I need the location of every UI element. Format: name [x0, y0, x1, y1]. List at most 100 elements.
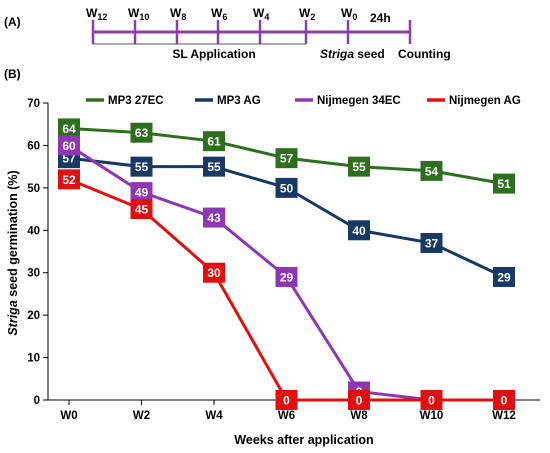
timeline-week-label: W0 [341, 6, 357, 22]
data-point-label: 0 [501, 394, 508, 408]
week-base: W [128, 6, 140, 20]
y-tick-label: 40 [27, 225, 40, 237]
week-sub: 8 [181, 12, 186, 22]
data-point-marker [420, 160, 443, 181]
data-point-label: 37 [425, 237, 439, 251]
data-point-label: 55 [207, 160, 221, 174]
legend-label: MP3 27EC [108, 95, 164, 107]
data-point-marker [493, 173, 515, 194]
data-point-label: 51 [497, 177, 511, 191]
sl-application-label: SL Application [172, 47, 255, 61]
week-sub: 12 [97, 12, 107, 22]
week-sub: 4 [264, 12, 269, 22]
data-point-marker [130, 182, 153, 203]
data-point-label: 55 [352, 160, 366, 174]
data-point-marker [348, 390, 370, 410]
series-group: 60494329200 [58, 135, 515, 410]
data-point-marker [348, 220, 370, 241]
x-tick-label: W0 [60, 410, 77, 422]
data-point-marker [348, 156, 370, 177]
y-tick-label: 50 [27, 183, 40, 195]
data-point-marker [420, 390, 443, 410]
data-point-label: 61 [207, 135, 221, 149]
week-base: W [253, 6, 265, 20]
week-sub: 2 [310, 12, 315, 22]
data-point-label: 45 [135, 203, 149, 217]
data-point-label: 57 [280, 152, 294, 166]
data-point-marker [275, 177, 298, 198]
y-axis-title: Striga seed germination (%) [6, 170, 20, 335]
week-sub: 10 [139, 12, 149, 22]
y-tick-label: 20 [27, 310, 40, 322]
data-point-label: 29 [280, 270, 294, 284]
week-base: W [170, 6, 182, 20]
x-tick-label: W10 [420, 410, 444, 422]
x-tick-label: W2 [133, 410, 150, 422]
data-point-marker [130, 199, 153, 220]
week-base: W [86, 6, 98, 20]
data-point-marker [275, 148, 298, 169]
data-point-label: 55 [135, 160, 149, 174]
striga-seed-label: Striga seed [320, 47, 385, 61]
week-sub: 0 [352, 12, 357, 22]
chart-legend: MP3 27EC MP3 AG Nijmegen 34EC Nijmegen AG [86, 95, 521, 107]
week-base: W [341, 6, 353, 20]
x-tick-label: W8 [350, 410, 368, 422]
week-base: W [299, 6, 311, 20]
striga-seed-rest: seed [354, 47, 385, 61]
striga-seed-italic: Striga [320, 47, 354, 61]
data-point-label: 0 [283, 394, 290, 408]
data-point-marker [493, 266, 515, 287]
week-sub: 6 [222, 12, 227, 22]
y-axis-title-rest: seed germination (%) [6, 170, 20, 300]
legend-label: Nijmegen AG [449, 95, 521, 107]
x-axis-title: Weeks after application [234, 433, 373, 447]
data-point-label: 43 [207, 211, 221, 225]
y-axis-title-italic: Striga [6, 300, 20, 335]
legend-label: Nijmegen 34EC [317, 95, 401, 107]
duration-label: 24h [370, 11, 391, 25]
series-group: 52 45 30 0 0 0 0 [58, 169, 515, 410]
data-point-marker [203, 207, 225, 228]
week-base: W [211, 6, 223, 20]
data-point-label: 0 [356, 394, 363, 408]
data-point-label: 0 [428, 394, 435, 408]
chart-axes: 0 10 20 30 40 50 60 70 W0 W2 W4 W6 W8 W10 W12 [27, 98, 540, 422]
legend-label: MP3 AG [217, 95, 261, 107]
data-point-marker [275, 266, 298, 287]
data-point-label: 40 [352, 224, 366, 238]
data-point-label: 52 [62, 173, 76, 187]
timeline-week-label: W12 [86, 6, 107, 22]
data-point-marker [130, 122, 153, 143]
data-point-marker [58, 135, 80, 156]
data-point-label: 63 [135, 126, 149, 140]
y-tick-label: 70 [27, 98, 40, 110]
y-tick-label: 30 [27, 268, 40, 280]
data-point-marker [275, 390, 298, 410]
x-tick-label: W4 [205, 410, 223, 422]
data-point-marker [493, 390, 515, 410]
counting-label: Counting [398, 47, 451, 61]
data-point-marker [203, 262, 225, 283]
data-point-marker [203, 131, 225, 152]
data-point-marker [203, 156, 225, 177]
data-point-marker [130, 156, 153, 177]
data-point-marker [58, 169, 80, 190]
x-tick-label: W12 [492, 410, 516, 422]
data-point-label: 60 [62, 139, 76, 153]
x-tick-label: W6 [278, 410, 295, 422]
data-point-label: 29 [497, 270, 511, 284]
y-tick-label: 0 [34, 395, 40, 407]
series-group: 57 55 55 50 40 37 29 [58, 148, 515, 287]
timeline-week-label: W6 [211, 6, 227, 22]
panel-a-label: (A) [4, 15, 21, 29]
timeline-week-label: W4 [253, 6, 269, 22]
data-point-label: 64 [62, 122, 76, 136]
timeline-week-label: W2 [299, 6, 315, 22]
data-point-marker [420, 233, 443, 254]
data-point-marker [58, 118, 80, 139]
timeline-week-label: W8 [170, 6, 186, 22]
data-point-label: 54 [425, 164, 439, 178]
